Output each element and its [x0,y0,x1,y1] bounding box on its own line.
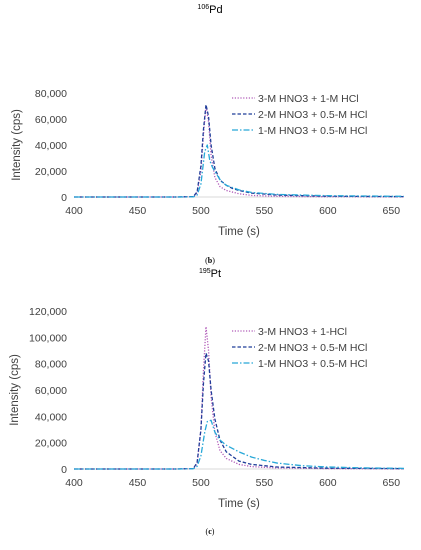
chart-title: 106Pd [197,4,222,16]
x-tick-label: 450 [129,205,147,217]
legend-entry-2: 2-M HNO3 + 0.5-M HCl [258,109,367,121]
y-tick-label: 60,000 [35,385,67,397]
y-tick-label: 100,000 [29,332,67,344]
panel-label-close: ) [212,527,215,536]
panel-label-open: ( [206,527,209,536]
chart-panel-b: 106Pd 400 450 500 550 600 650 0 20,000 40,000 60,0… [11,4,405,265]
legend-entry-3: 1-M HNO3 + 0.5-M HCl [258,358,367,370]
series-line-3 [74,144,405,198]
chart-title-main: Pt [211,268,221,280]
series-line-2 [74,352,405,470]
y-tick-label: 0 [61,192,67,204]
chart-title: 195Pt [199,268,221,280]
x-tick-label: 500 [192,205,210,217]
x-tick-label: 600 [319,205,337,217]
x-tick-label: 600 [319,477,337,489]
panel-label: (b) [205,256,215,265]
y-tick-label: 0 [61,464,67,476]
x-tick-label: 400 [65,477,83,489]
legend: 3-M HNO3 + 1-HCl 2-M HNO3 + 0.5-M HCl 1-M … [232,326,367,370]
legend-entry-2: 2-M HNO3 + 0.5-M HCl [258,342,367,354]
y-axis-label: Intensity (cps) [11,109,23,181]
x-axis-label: Time (s) [218,498,260,510]
x-axis-label: Time (s) [218,226,260,238]
y-tick-label: 80,000 [35,88,67,100]
chart-title-main: Pd [209,4,222,16]
x-tick-label: 650 [383,477,401,489]
panel-label: (c) [206,527,215,536]
x-tick-label: 650 [383,205,401,217]
legend: 3-M HNO3 + 1-M HCl 2-M HNO3 + 0.5-M HCl 1-… [232,93,367,137]
x-tick-label: 550 [256,477,274,489]
y-tick-label: 20,000 [35,438,67,450]
panel-label-open: ( [205,256,208,265]
legend-entry-3: 1-M HNO3 + 0.5-M HCl [258,125,367,137]
x-tick-label: 400 [65,205,83,217]
legend-entry-1: 3-M HNO3 + 1-HCl [258,326,347,338]
panel-label-letter: c [208,527,212,536]
chart-title-superscript: 195 [199,268,211,275]
y-axis-label: Intensity (cps) [9,354,21,426]
y-tick-label: 120,000 [29,306,67,318]
y-tick-label: 40,000 [35,140,67,152]
x-tick-label: 500 [192,477,210,489]
series-line-2 [74,104,405,198]
x-tick-label: 550 [256,205,274,217]
y-tick-label: 60,000 [35,114,67,126]
panel-label-letter: b [208,256,213,265]
chart-title-superscript: 106 [197,4,209,11]
chart-panel-c: 195Pt 400 450 500 550 600 650 0 20,000 40,000 60,0… [9,268,405,536]
y-tick-label: 20,000 [35,166,67,178]
legend-entry-1: 3-M HNO3 + 1-M HCl [258,93,359,105]
x-tick-label: 450 [129,477,147,489]
panel-label-close: ) [212,256,215,265]
y-tick-label: 80,000 [35,359,67,371]
series-line-3 [74,419,405,470]
y-tick-label: 40,000 [35,411,67,423]
series-line-1 [74,105,405,198]
